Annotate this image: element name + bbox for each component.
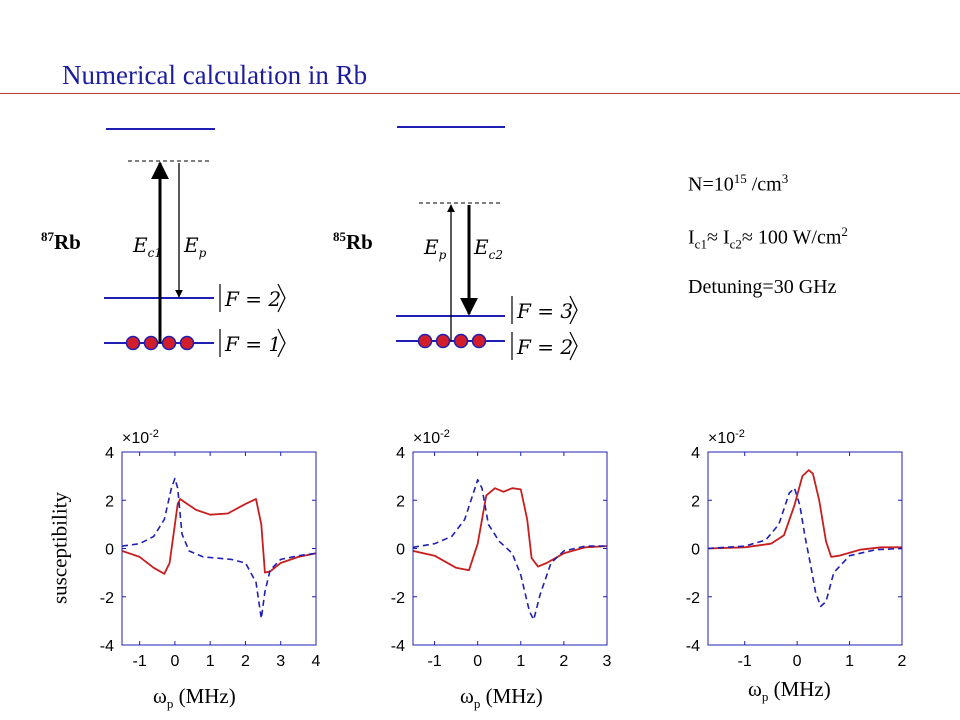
y-tick-label: -2: [391, 590, 405, 607]
series-dashed-line: [413, 478, 607, 621]
title-divider: [0, 93, 960, 94]
x-tick-label: 2: [898, 653, 907, 670]
rb87-level-scheme: Ec1 Ep F = 2 F = 1: [104, 128, 286, 358]
x-tick-label: -1: [427, 653, 441, 670]
svg-text:F = 3: F = 3: [516, 299, 573, 323]
y-tick-label: 2: [691, 493, 700, 510]
x-tick-label: 1: [206, 653, 215, 670]
rb85-atom: [471, 333, 487, 349]
x-tick-label: 3: [603, 653, 612, 670]
y-tick-label: -2: [100, 590, 114, 607]
x-tick-label: 0: [793, 653, 802, 670]
x-tick-label: 0: [170, 653, 179, 670]
rb85-atom: [435, 333, 451, 349]
x-tick-label: 1: [845, 653, 854, 670]
detuning: Detuning=30 GHz: [688, 276, 837, 298]
x-tick-label: -1: [133, 653, 147, 670]
x-tick-label: 0: [473, 653, 482, 670]
y-tick-label: 2: [105, 493, 114, 510]
x-tick-label: 3: [276, 653, 285, 670]
svg-text:F = 1: F = 1: [224, 332, 281, 356]
rb85-probe-label: Ep: [423, 235, 447, 262]
scale-multiplier: ×10-2: [708, 428, 745, 447]
y-axis-label: susceptibility: [47, 492, 72, 604]
x-axis-label-plot-1: ωp (MHz): [153, 684, 236, 712]
x-axis-label-plot-2: ωp (MHz): [460, 684, 543, 712]
y-tick-label: -4: [100, 638, 114, 655]
x-tick-label: 2: [559, 653, 568, 670]
y-tick-label: -4: [391, 638, 405, 655]
rb85-upper-ket: F = 3: [511, 295, 578, 325]
rb85-atom: [453, 333, 469, 349]
plot-frame: [121, 451, 317, 646]
rb87-atom: [179, 335, 195, 351]
series-solid-line: [708, 469, 902, 558]
rb87-coupling-label: Ec1: [132, 233, 162, 260]
rb85-atom: [417, 333, 433, 349]
x-tick-label: -1: [738, 653, 752, 670]
y-tick-label: 0: [691, 542, 700, 559]
series-dashed-line: [708, 487, 902, 608]
scale-multiplier: ×10-2: [122, 428, 159, 447]
svg-text:F = 2: F = 2: [516, 335, 573, 359]
svg-text:F = 2: F = 2: [224, 287, 281, 311]
susceptibility-plot-rb87: -1 0 1 2 3 4 -4 -2 0 2 4 ×10-2: [100, 428, 321, 670]
rb87-atom: [125, 335, 141, 351]
series-solid-line: [413, 487, 607, 572]
rb85-lower-ket: F = 2: [511, 331, 578, 361]
x-tick-label: 2: [241, 653, 250, 670]
series-dashed-line: [122, 477, 316, 620]
y-tick-label: -4: [686, 638, 700, 655]
y-tick-label: 4: [396, 445, 405, 462]
susceptibility-plot-rb85: -1 0 1 2 3 -4 -2 0 2 4 ×10-2: [391, 428, 612, 670]
rb85-coupling-label: Ec2: [473, 235, 503, 262]
rb87-isotope-label: 87Rb: [41, 229, 81, 254]
rb87-atom: [143, 335, 159, 351]
series-solid-line: [122, 498, 316, 575]
y-tick-label: 0: [396, 542, 405, 559]
x-tick-label: 4: [312, 653, 321, 670]
rb87-probe-label: Ep: [183, 233, 207, 260]
rb87-lower-ket: F = 1: [219, 328, 286, 358]
y-tick-label: 2: [396, 493, 405, 510]
y-tick-label: 4: [105, 445, 114, 462]
atomic-density: N=1015 /cm3: [688, 171, 789, 196]
scale-multiplier: ×10-2: [413, 428, 450, 447]
rb85-isotope-label: 85Rb: [333, 229, 373, 254]
rb87-atom: [161, 335, 177, 351]
susceptibility-plot-third: -1 0 1 2 -4 -2 0 2 4 ×10-2: [686, 428, 907, 670]
rb87-upper-ket: F = 2: [219, 283, 286, 313]
y-tick-label: 0: [105, 542, 114, 559]
slide-title: Numerical calculation in Rb: [62, 60, 368, 90]
rb85-level-scheme: Ep Ec2 F = 3 F = 2: [396, 126, 578, 361]
y-tick-label: 4: [691, 445, 700, 462]
x-tick-label: 1: [516, 653, 525, 670]
x-axis-label-plot-3: ωp (MHz): [748, 677, 831, 705]
coupling-intensity: Ic1≈ Ic2≈ 100 W/cm2: [688, 224, 848, 252]
y-tick-label: -2: [686, 590, 700, 607]
